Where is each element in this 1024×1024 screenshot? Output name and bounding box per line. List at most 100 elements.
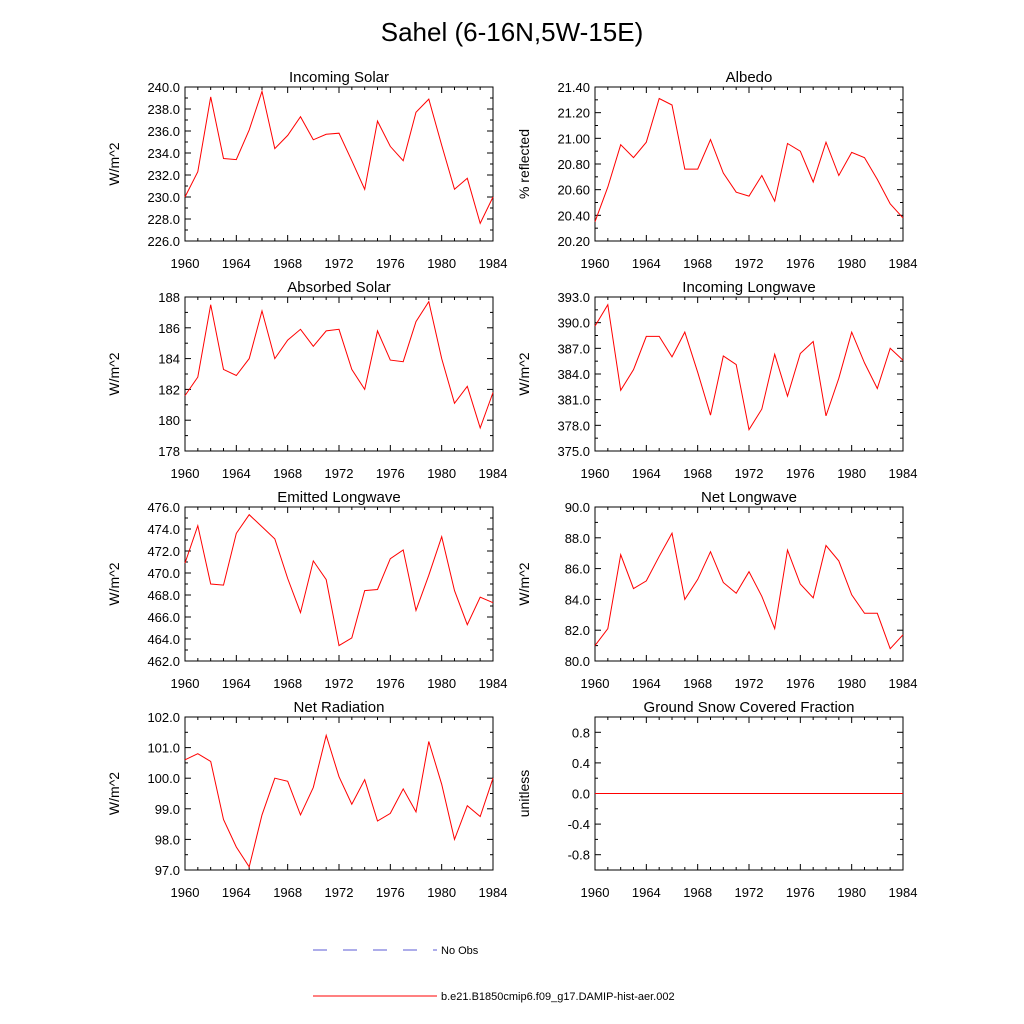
x-tick-label: 1964 <box>632 676 661 691</box>
y-tick-label: 180 <box>158 413 180 428</box>
y-tick-label: 20.80 <box>557 157 590 172</box>
x-tick-label: 1972 <box>735 885 764 900</box>
x-tick-label: 1972 <box>325 885 354 900</box>
y-tick-label: 186 <box>158 321 180 336</box>
panel-title: Absorbed Solar <box>287 279 390 296</box>
x-tick-label: 1964 <box>632 256 661 271</box>
x-tick-label: 1964 <box>222 256 251 271</box>
x-tick-label: 1964 <box>222 676 251 691</box>
x-tick-label: 1980 <box>427 885 456 900</box>
y-tick-label: 378.0 <box>557 418 590 433</box>
y-tick-label: 474.0 <box>147 522 180 537</box>
x-tick-label: 1968 <box>683 256 712 271</box>
x-tick-label: 1968 <box>273 676 302 691</box>
y-axis-label: W/m^2 <box>516 562 532 605</box>
y-tick-label: 234.0 <box>147 146 180 161</box>
y-tick-label: 476.0 <box>147 500 180 515</box>
legend: No Obs b.e21.B1850cmip6.f09_g17.DAMIP-hi… <box>313 945 675 1003</box>
y-tick-label: 375.0 <box>557 444 590 459</box>
y-axis-label: W/m^2 <box>106 352 122 395</box>
x-tick-label: 1972 <box>325 466 354 481</box>
y-tick-label: 21.00 <box>557 131 590 146</box>
y-axis-label: W/m^2 <box>106 142 122 185</box>
y-tick-label: 20.40 <box>557 208 590 223</box>
legend-obs-label: No Obs <box>441 945 479 957</box>
y-tick-label: 98.0 <box>155 832 180 847</box>
y-tick-label: 384.0 <box>557 367 590 382</box>
panel-net-longwave: Net Longwave W/m^2 1960 1964 1968 1972 1976 198… <box>516 489 917 691</box>
panel-title: Net Radiation <box>294 699 385 716</box>
y-tick-label: 387.0 <box>557 341 590 356</box>
x-tick-label: 1968 <box>273 256 302 271</box>
x-tick-label: 1976 <box>376 256 405 271</box>
x-tick-label: 1960 <box>581 885 610 900</box>
y-tick-label: 390.0 <box>557 316 590 331</box>
x-tick-label: 1968 <box>683 885 712 900</box>
x-tick-label: 1980 <box>837 885 866 900</box>
x-tick-label: 1960 <box>171 466 200 481</box>
x-tick-label: 1980 <box>837 256 866 271</box>
x-tick-label: 1964 <box>632 466 661 481</box>
panel-incoming-longwave: Incoming Longwave W/m^2 1960 1964 1968 1972 19… <box>516 279 917 481</box>
panel-emitted-longwave: Emitted Longwave W/m^2 1960 1964 1968 1972 197… <box>106 489 507 691</box>
panel-albedo: Albedo % reflected 1960 1964 1968 1972 1976 198… <box>516 69 917 271</box>
x-tick-label: 1984 <box>889 256 918 271</box>
y-tick-label: 472.0 <box>147 544 180 559</box>
y-tick-label: 236.0 <box>147 124 180 139</box>
x-tick-label: 1984 <box>479 676 508 691</box>
x-tick-label: 1980 <box>837 676 866 691</box>
y-axis-label: W/m^2 <box>516 352 532 395</box>
y-tick-label: 182 <box>158 382 180 397</box>
y-tick-label: 102.0 <box>147 710 180 725</box>
x-tick-label: 1972 <box>325 256 354 271</box>
panel-title: Emitted Longwave <box>277 489 400 506</box>
series-line <box>184 733 494 869</box>
y-axis-label: W/m^2 <box>106 772 122 815</box>
panel-incoming-solar: Incoming Solar W/m^2 1960 1964 1968 1972 1976 1… <box>106 69 507 271</box>
x-tick-label: 1972 <box>735 676 764 691</box>
y-tick-label: 238.0 <box>147 102 180 117</box>
plot-frame <box>184 716 494 871</box>
panel-title: Net Longwave <box>701 489 797 506</box>
x-tick-label: 1984 <box>889 676 918 691</box>
x-tick-label: 1976 <box>786 466 815 481</box>
y-tick-label: 84.0 <box>565 592 590 607</box>
x-tick-label: 1960 <box>581 256 610 271</box>
x-tick-label: 1984 <box>479 256 508 271</box>
y-tick-label: 184 <box>158 352 180 367</box>
series-line <box>594 531 904 650</box>
y-axis-label: % reflected <box>516 129 532 199</box>
y-tick-label: 470.0 <box>147 566 180 581</box>
panel-absorbed-solar: Absorbed Solar W/m^2 1960 1964 1968 1972 1976 1… <box>106 279 507 481</box>
panel-title: Albedo <box>726 69 773 86</box>
y-tick-label: 230.0 <box>147 190 180 205</box>
y-tick-label: 232.0 <box>147 168 180 183</box>
y-tick-label: 226.0 <box>147 234 180 249</box>
x-tick-label: 1976 <box>376 885 405 900</box>
series-line <box>184 300 494 430</box>
y-tick-label: 240.0 <box>147 80 180 95</box>
x-tick-label: 1960 <box>171 885 200 900</box>
legend-model-label: b.e21.B1850cmip6.f09_g17.DAMIP-hist-aer.… <box>441 991 675 1003</box>
y-tick-label: 86.0 <box>565 562 590 577</box>
y-tick-label: 21.20 <box>557 106 590 121</box>
x-tick-label: 1984 <box>889 466 918 481</box>
x-tick-label: 1976 <box>786 676 815 691</box>
y-tick-label: 20.20 <box>557 234 590 249</box>
x-tick-label: 1976 <box>376 466 405 481</box>
y-tick-label: 464.0 <box>147 632 180 647</box>
y-tick-label: 188 <box>158 290 180 305</box>
plot-frame <box>184 296 494 452</box>
x-tick-label: 1980 <box>427 256 456 271</box>
x-tick-label: 1984 <box>889 885 918 900</box>
x-tick-label: 1980 <box>427 466 456 481</box>
y-tick-label: 97.0 <box>155 863 180 878</box>
x-tick-label: 1968 <box>273 885 302 900</box>
x-tick-label: 1976 <box>786 256 815 271</box>
y-axis-label: unitless <box>516 770 532 817</box>
x-tick-label: 1972 <box>735 256 764 271</box>
series-line <box>184 89 494 225</box>
y-tick-label: 0.4 <box>572 756 590 771</box>
panel-net-radiation: Net Radiation W/m^2 1960 1964 1968 1972 1976 19… <box>106 699 507 900</box>
